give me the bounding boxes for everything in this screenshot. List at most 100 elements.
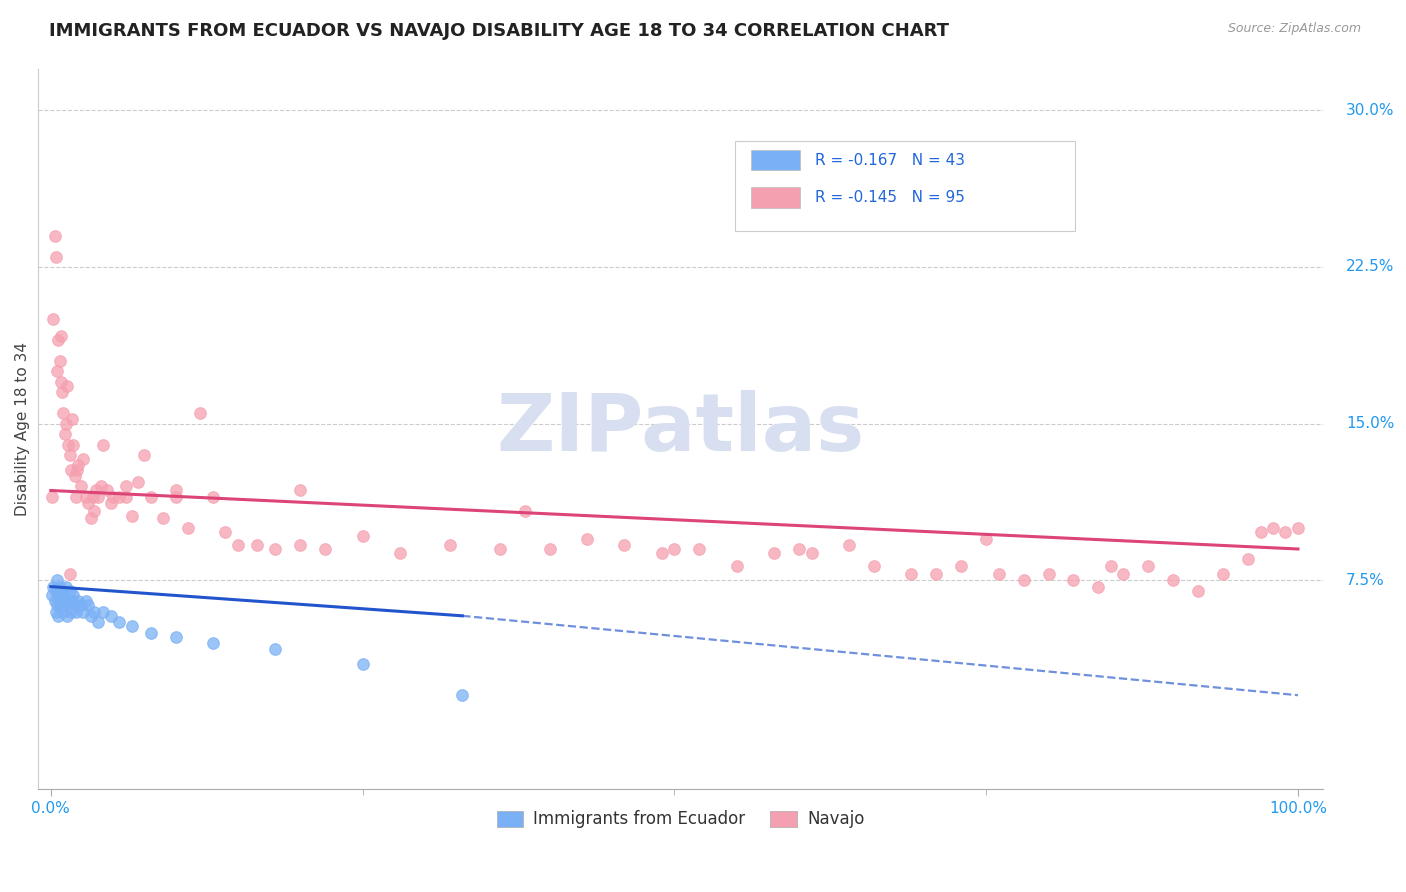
Point	[58, 567, 80, 582]
Point	[60, 594, 83, 608]
Point	[87, 615, 110, 629]
Text: 15.0%: 15.0%	[1346, 417, 1395, 431]
Point	[46, 608, 69, 623]
Point	[49, 594, 72, 608]
Point	[1212, 567, 1234, 582]
Point	[664, 541, 686, 556]
Point	[96, 483, 118, 498]
Point	[62, 588, 84, 602]
Point	[127, 475, 149, 490]
Point	[48, 599, 70, 613]
Point	[53, 599, 76, 613]
Point	[75, 594, 97, 608]
Point	[314, 541, 336, 556]
Point	[352, 657, 374, 671]
Point	[538, 541, 561, 556]
Point	[152, 510, 174, 524]
Point	[513, 504, 536, 518]
Text: 7.5%: 7.5%	[1346, 573, 1385, 588]
Point	[48, 580, 70, 594]
Point	[69, 599, 91, 613]
Point	[165, 630, 187, 644]
Point	[900, 567, 922, 582]
Point	[165, 490, 187, 504]
Point	[67, 458, 90, 473]
Point	[1187, 583, 1209, 598]
Point	[787, 541, 810, 556]
Point	[488, 541, 510, 556]
Point	[108, 615, 131, 629]
Point	[65, 605, 87, 619]
Text: R = -0.167   N = 43: R = -0.167 N = 43	[815, 153, 966, 168]
Point	[58, 583, 80, 598]
Point	[58, 437, 80, 451]
Point	[190, 406, 212, 420]
Point	[46, 574, 69, 588]
Point	[264, 642, 287, 657]
Point	[651, 546, 673, 560]
Text: 22.5%: 22.5%	[1346, 260, 1395, 275]
Point	[987, 567, 1010, 582]
Point	[83, 504, 105, 518]
Point	[52, 406, 75, 420]
Point	[91, 437, 114, 451]
Point	[90, 479, 112, 493]
Point	[101, 490, 124, 504]
Point	[1099, 558, 1122, 573]
Text: IMMIGRANTS FROM ECUADOR VS NAVAJO DISABILITY AGE 18 TO 34 CORRELATION CHART: IMMIGRANTS FROM ECUADOR VS NAVAJO DISABI…	[49, 22, 949, 40]
Point	[49, 375, 72, 389]
Point	[108, 490, 131, 504]
Point	[80, 510, 103, 524]
Point	[139, 625, 162, 640]
Point	[63, 599, 86, 613]
Point	[58, 448, 80, 462]
Point	[613, 538, 636, 552]
Point	[439, 538, 461, 552]
Point	[1038, 567, 1060, 582]
Point	[44, 594, 66, 608]
Point	[838, 538, 860, 552]
Point	[688, 541, 710, 556]
Point	[800, 546, 823, 560]
Point	[165, 483, 187, 498]
Point	[451, 688, 474, 702]
Point	[114, 479, 136, 493]
Point	[46, 588, 69, 602]
Point	[45, 605, 67, 619]
Point	[1161, 574, 1184, 588]
Point	[83, 605, 105, 619]
Point	[87, 490, 110, 504]
Point	[245, 538, 267, 552]
Point	[863, 558, 886, 573]
Point	[1250, 525, 1272, 540]
Point	[41, 490, 63, 504]
Point	[56, 379, 79, 393]
Point	[264, 541, 287, 556]
Point	[84, 483, 107, 498]
Point	[52, 588, 75, 602]
Point	[134, 448, 156, 462]
FancyBboxPatch shape	[734, 141, 1076, 231]
Point	[52, 605, 75, 619]
Point	[1286, 521, 1309, 535]
Point	[121, 508, 143, 523]
Point	[1012, 574, 1035, 588]
Point	[1112, 567, 1135, 582]
Point	[72, 452, 94, 467]
Point	[55, 417, 77, 431]
Legend: Immigrants from Ecuador, Navajo: Immigrants from Ecuador, Navajo	[491, 804, 872, 835]
Point	[177, 521, 200, 535]
Point	[201, 490, 224, 504]
Point	[114, 490, 136, 504]
Point	[80, 608, 103, 623]
Point	[121, 619, 143, 633]
Point	[763, 546, 786, 560]
Point	[388, 546, 411, 560]
Point	[950, 558, 973, 573]
Text: Source: ZipAtlas.com: Source: ZipAtlas.com	[1227, 22, 1361, 36]
Point	[77, 599, 100, 613]
Point	[66, 462, 89, 476]
Point	[974, 532, 997, 546]
Point	[290, 483, 312, 498]
Point	[48, 354, 70, 368]
